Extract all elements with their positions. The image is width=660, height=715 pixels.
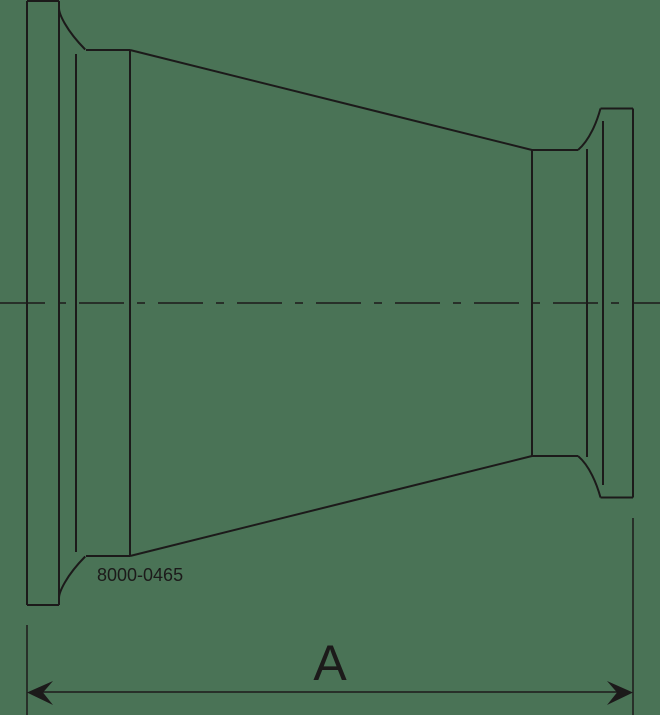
svg-text:A: A	[313, 635, 347, 691]
svg-text:8000-0465: 8000-0465	[97, 565, 183, 585]
